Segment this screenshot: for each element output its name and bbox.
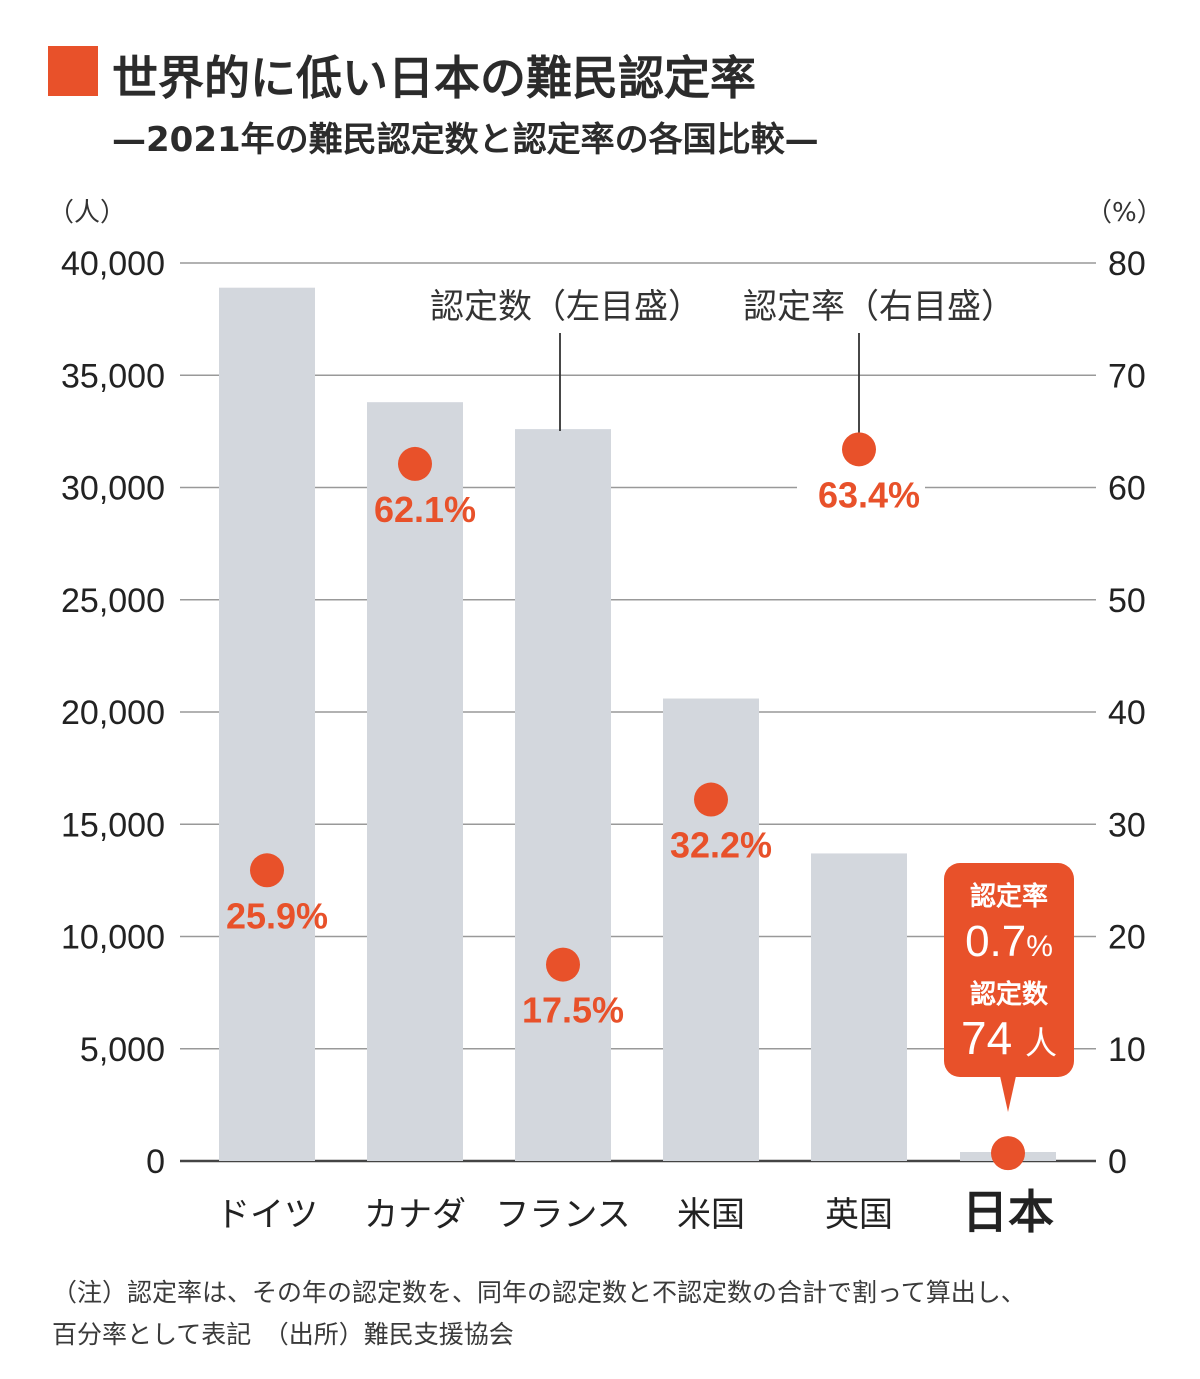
rate-dot-2 — [546, 947, 580, 982]
right-axis-unit: （%） — [1086, 198, 1163, 228]
y-tick-left: 25,000 — [61, 582, 165, 620]
y-tick-right: 0 — [1108, 1143, 1127, 1181]
y-tick-left: 5,000 — [80, 1031, 165, 1069]
footnote: （注）認定率は、その年の認定数を、同年の認定数と不認定数の合計で割って算出し、 … — [52, 1272, 1172, 1356]
japan-rate-value: 0.7% — [965, 917, 1053, 966]
bar-4 — [811, 853, 907, 1161]
y-tick-right: 80 — [1108, 245, 1146, 283]
japan-callout-box — [944, 863, 1074, 1077]
footnote-line-2: 百分率として表記 （出所）難民支援協会 — [52, 1320, 514, 1349]
rate-label-1: 62.1% — [374, 489, 476, 530]
rate-dot-4 — [842, 432, 876, 467]
y-tick-right: 70 — [1108, 357, 1146, 395]
rate-label-2: 17.5% — [522, 990, 624, 1031]
x-tick-label: 英国 — [825, 1196, 893, 1234]
japan-rate-title: 認定率 — [970, 881, 1048, 911]
rate-dot-3 — [694, 782, 728, 817]
footnote-line-1: （注）認定率は、その年の認定数を、同年の認定数と不認定数の合計で割って算出し、 — [52, 1278, 1026, 1307]
x-tick-label: ドイツ — [216, 1196, 318, 1234]
y-tick-left: 20,000 — [61, 694, 165, 732]
japan-count-unit: 人 — [1025, 1025, 1057, 1061]
bar-2 — [515, 429, 611, 1161]
y-tick-right: 10 — [1108, 1031, 1146, 1069]
japan-count-value: 74 人 — [961, 1012, 1057, 1064]
rate-legend-label: 認定率（右目盛） — [743, 288, 1015, 326]
bar-3 — [663, 698, 759, 1161]
rate-label-0: 25.9% — [226, 895, 328, 936]
rate-dot-1 — [398, 446, 432, 481]
rate-dot-0 — [250, 853, 284, 888]
chart-subtitle: —2021年の難民認定数と認定率の各国比較— — [112, 120, 819, 160]
x-tick-label: フランス — [495, 1196, 630, 1234]
y-tick-left: 15,000 — [61, 806, 165, 844]
y-tick-right: 40 — [1108, 694, 1146, 732]
y-tick-right: 50 — [1108, 582, 1146, 620]
count-legend-label: 認定数（左目盛） — [430, 288, 702, 326]
japan-count-title: 認定数 — [970, 979, 1049, 1009]
y-tick-left: 0 — [146, 1143, 165, 1181]
rate-label-4: 63.4% — [818, 474, 920, 515]
title-marker — [48, 46, 98, 96]
japan-callout-pointer — [1000, 1076, 1016, 1112]
y-tick-right: 60 — [1108, 470, 1146, 508]
x-tick-label: 日本 — [962, 1186, 1054, 1238]
left-axis-unit: （人） — [48, 198, 127, 228]
x-tick-label: カナダ — [364, 1196, 466, 1234]
y-tick-right: 20 — [1108, 919, 1146, 957]
rate-label-3: 32.2% — [670, 825, 772, 866]
japan-rate-unit: % — [1026, 930, 1053, 963]
y-tick-left: 30,000 — [61, 470, 165, 508]
x-tick-label: 米国 — [677, 1196, 745, 1234]
y-tick-right: 30 — [1108, 806, 1146, 844]
bar-1 — [367, 402, 463, 1161]
y-tick-left: 10,000 — [61, 919, 165, 957]
rate-dot-5 — [991, 1136, 1025, 1171]
rate-label-bg — [797, 471, 925, 514]
y-tick-left: 40,000 — [61, 245, 165, 283]
chart-title: 世界的に低い日本の難民認定率 — [112, 51, 756, 105]
bar-0 — [219, 287, 315, 1161]
y-tick-left: 35,000 — [61, 357, 165, 395]
japan-rate-number: 0.7 — [965, 917, 1026, 966]
japan-count-number: 74 — [961, 1012, 1025, 1064]
